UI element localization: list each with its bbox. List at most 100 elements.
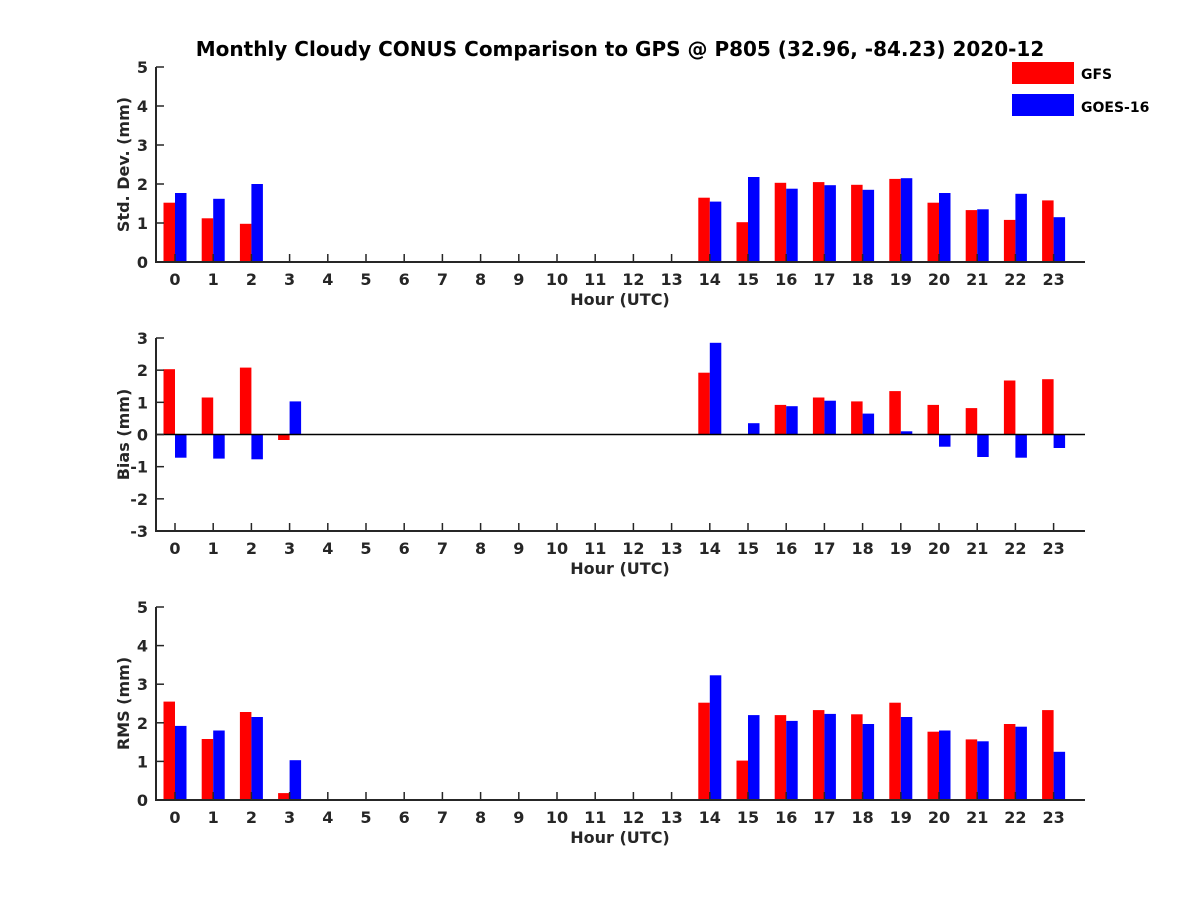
- bar-gfs-hour-19: [889, 702, 901, 800]
- bar-goes16-hour-22: [1015, 434, 1027, 458]
- bar-goes16-hour-21: [977, 741, 989, 800]
- x-tick-label: 5: [360, 539, 371, 558]
- bar-goes16-hour-21: [977, 434, 989, 457]
- x-tick-label: 12: [622, 270, 644, 289]
- bar-gfs-hour-0: [163, 202, 175, 262]
- bar-goes16-hour-14: [709, 201, 722, 262]
- bar-goes16-hour-19: [900, 178, 913, 262]
- bar-goes16-hour-16: [786, 720, 798, 800]
- x-tick-label: 0: [169, 808, 180, 827]
- y-tick-label: 1: [137, 214, 148, 233]
- x-tick-label: 22: [1004, 808, 1026, 827]
- y-tick-label: 2: [137, 175, 148, 194]
- x-tick-label: 17: [813, 808, 835, 827]
- x-tick-label: 13: [660, 270, 682, 289]
- x-tick-label: 15: [737, 808, 759, 827]
- x-tick-label: 19: [890, 539, 912, 558]
- bar-goes16-hour-3: [289, 401, 302, 435]
- x-tick-label: 23: [1042, 270, 1064, 289]
- bar-goes16-hour-21: [977, 209, 989, 262]
- bar-gfs-hour-15: [736, 222, 748, 262]
- x-tick-label: 9: [513, 539, 524, 558]
- y-tick-label: 0: [137, 253, 148, 272]
- x-tick-label: 5: [360, 270, 371, 289]
- bar-goes16-hour-15: [748, 177, 760, 262]
- x-tick-label: 15: [737, 539, 759, 558]
- x-axis-label: Hour (UTC): [570, 828, 670, 847]
- bar-gfs-hour-18: [851, 401, 863, 435]
- bar-goes16-hour-0: [175, 725, 187, 800]
- bar-gfs-hour-23: [1042, 379, 1054, 435]
- bar-goes16-hour-18: [862, 413, 875, 435]
- x-tick-label: 4: [322, 539, 333, 558]
- bar-gfs-hour-2: [239, 367, 252, 435]
- x-tick-label: 2: [246, 270, 257, 289]
- y-tick-label: -3: [130, 522, 148, 541]
- x-tick-label: 2: [246, 808, 257, 827]
- bar-goes16-hour-15: [748, 715, 760, 800]
- bar-goes16-hour-16: [786, 406, 798, 435]
- legend-swatch-gfs: [1012, 62, 1074, 84]
- x-tick-label: 1: [208, 539, 219, 558]
- x-tick-label: 20: [928, 270, 950, 289]
- legend: GFS GOES-16: [1012, 62, 1149, 116]
- x-tick-label: 0: [169, 270, 180, 289]
- x-tick-label: 21: [966, 270, 988, 289]
- x-axis-label: Hour (UTC): [570, 290, 670, 309]
- x-tick-label: 4: [322, 808, 333, 827]
- y-axis-label: Bias (mm): [114, 389, 133, 481]
- x-tick-label: 22: [1004, 270, 1026, 289]
- x-tick-label: 23: [1042, 539, 1064, 558]
- bar-gfs-hour-22: [1003, 219, 1016, 262]
- bar-gfs-hour-19: [889, 391, 901, 435]
- bar-gfs-hour-18: [851, 184, 863, 262]
- x-tick-label: 8: [475, 808, 486, 827]
- bar-goes16-hour-2: [251, 184, 263, 262]
- x-tick-label: 16: [775, 808, 797, 827]
- x-tick-label: 16: [775, 539, 797, 558]
- bar-goes16-hour-19: [900, 717, 913, 800]
- x-tick-label: 9: [513, 808, 524, 827]
- bar-gfs-hour-14: [698, 372, 710, 435]
- bar-gfs-hour-15: [736, 760, 748, 800]
- bar-goes16-hour-17: [824, 713, 836, 800]
- x-tick-label: 7: [437, 808, 448, 827]
- x-tick-label: 13: [660, 808, 682, 827]
- chart-title: Monthly Cloudy CONUS Comparison to GPS @…: [196, 37, 1045, 61]
- x-tick-label: 10: [546, 539, 568, 558]
- bar-gfs-hour-23: [1042, 200, 1054, 262]
- y-axis-label: Std. Dev. (mm): [114, 97, 133, 232]
- bar-goes16-hour-1: [213, 730, 225, 800]
- x-tick-label: 4: [322, 270, 333, 289]
- x-tick-label: 11: [584, 808, 606, 827]
- x-tick-label: 8: [475, 270, 486, 289]
- bar-goes16-hour-20: [939, 193, 951, 262]
- x-tick-label: 17: [813, 539, 835, 558]
- bar-goes16-hour-20: [939, 434, 951, 447]
- bar-gfs-hour-21: [965, 408, 978, 435]
- bar-gfs-hour-21: [965, 210, 978, 262]
- bar-gfs-hour-16: [774, 182, 787, 262]
- bar-goes16-hour-0: [175, 193, 187, 262]
- bar-goes16-hour-2: [251, 434, 263, 460]
- bar-goes16-hour-17: [824, 400, 836, 435]
- x-tick-label: 21: [966, 539, 988, 558]
- x-tick-label: 20: [928, 539, 950, 558]
- x-tick-label: 14: [699, 808, 721, 827]
- y-tick-label: 4: [137, 637, 148, 656]
- y-tick-label: 1: [137, 393, 148, 412]
- x-tick-label: 18: [851, 270, 873, 289]
- x-tick-label: 1: [208, 808, 219, 827]
- bar-gfs-hour-20: [927, 731, 939, 800]
- bar-gfs-hour-20: [927, 202, 939, 262]
- bar-gfs-hour-21: [965, 739, 978, 800]
- x-tick-label: 18: [851, 808, 873, 827]
- x-tick-label: 6: [399, 270, 410, 289]
- y-tick-label: 2: [137, 361, 148, 380]
- y-tick-label: 1: [137, 752, 148, 771]
- bar-gfs-hour-17: [812, 710, 825, 800]
- bar-goes16-hour-3: [289, 760, 302, 800]
- bar-goes16-hour-22: [1015, 726, 1027, 800]
